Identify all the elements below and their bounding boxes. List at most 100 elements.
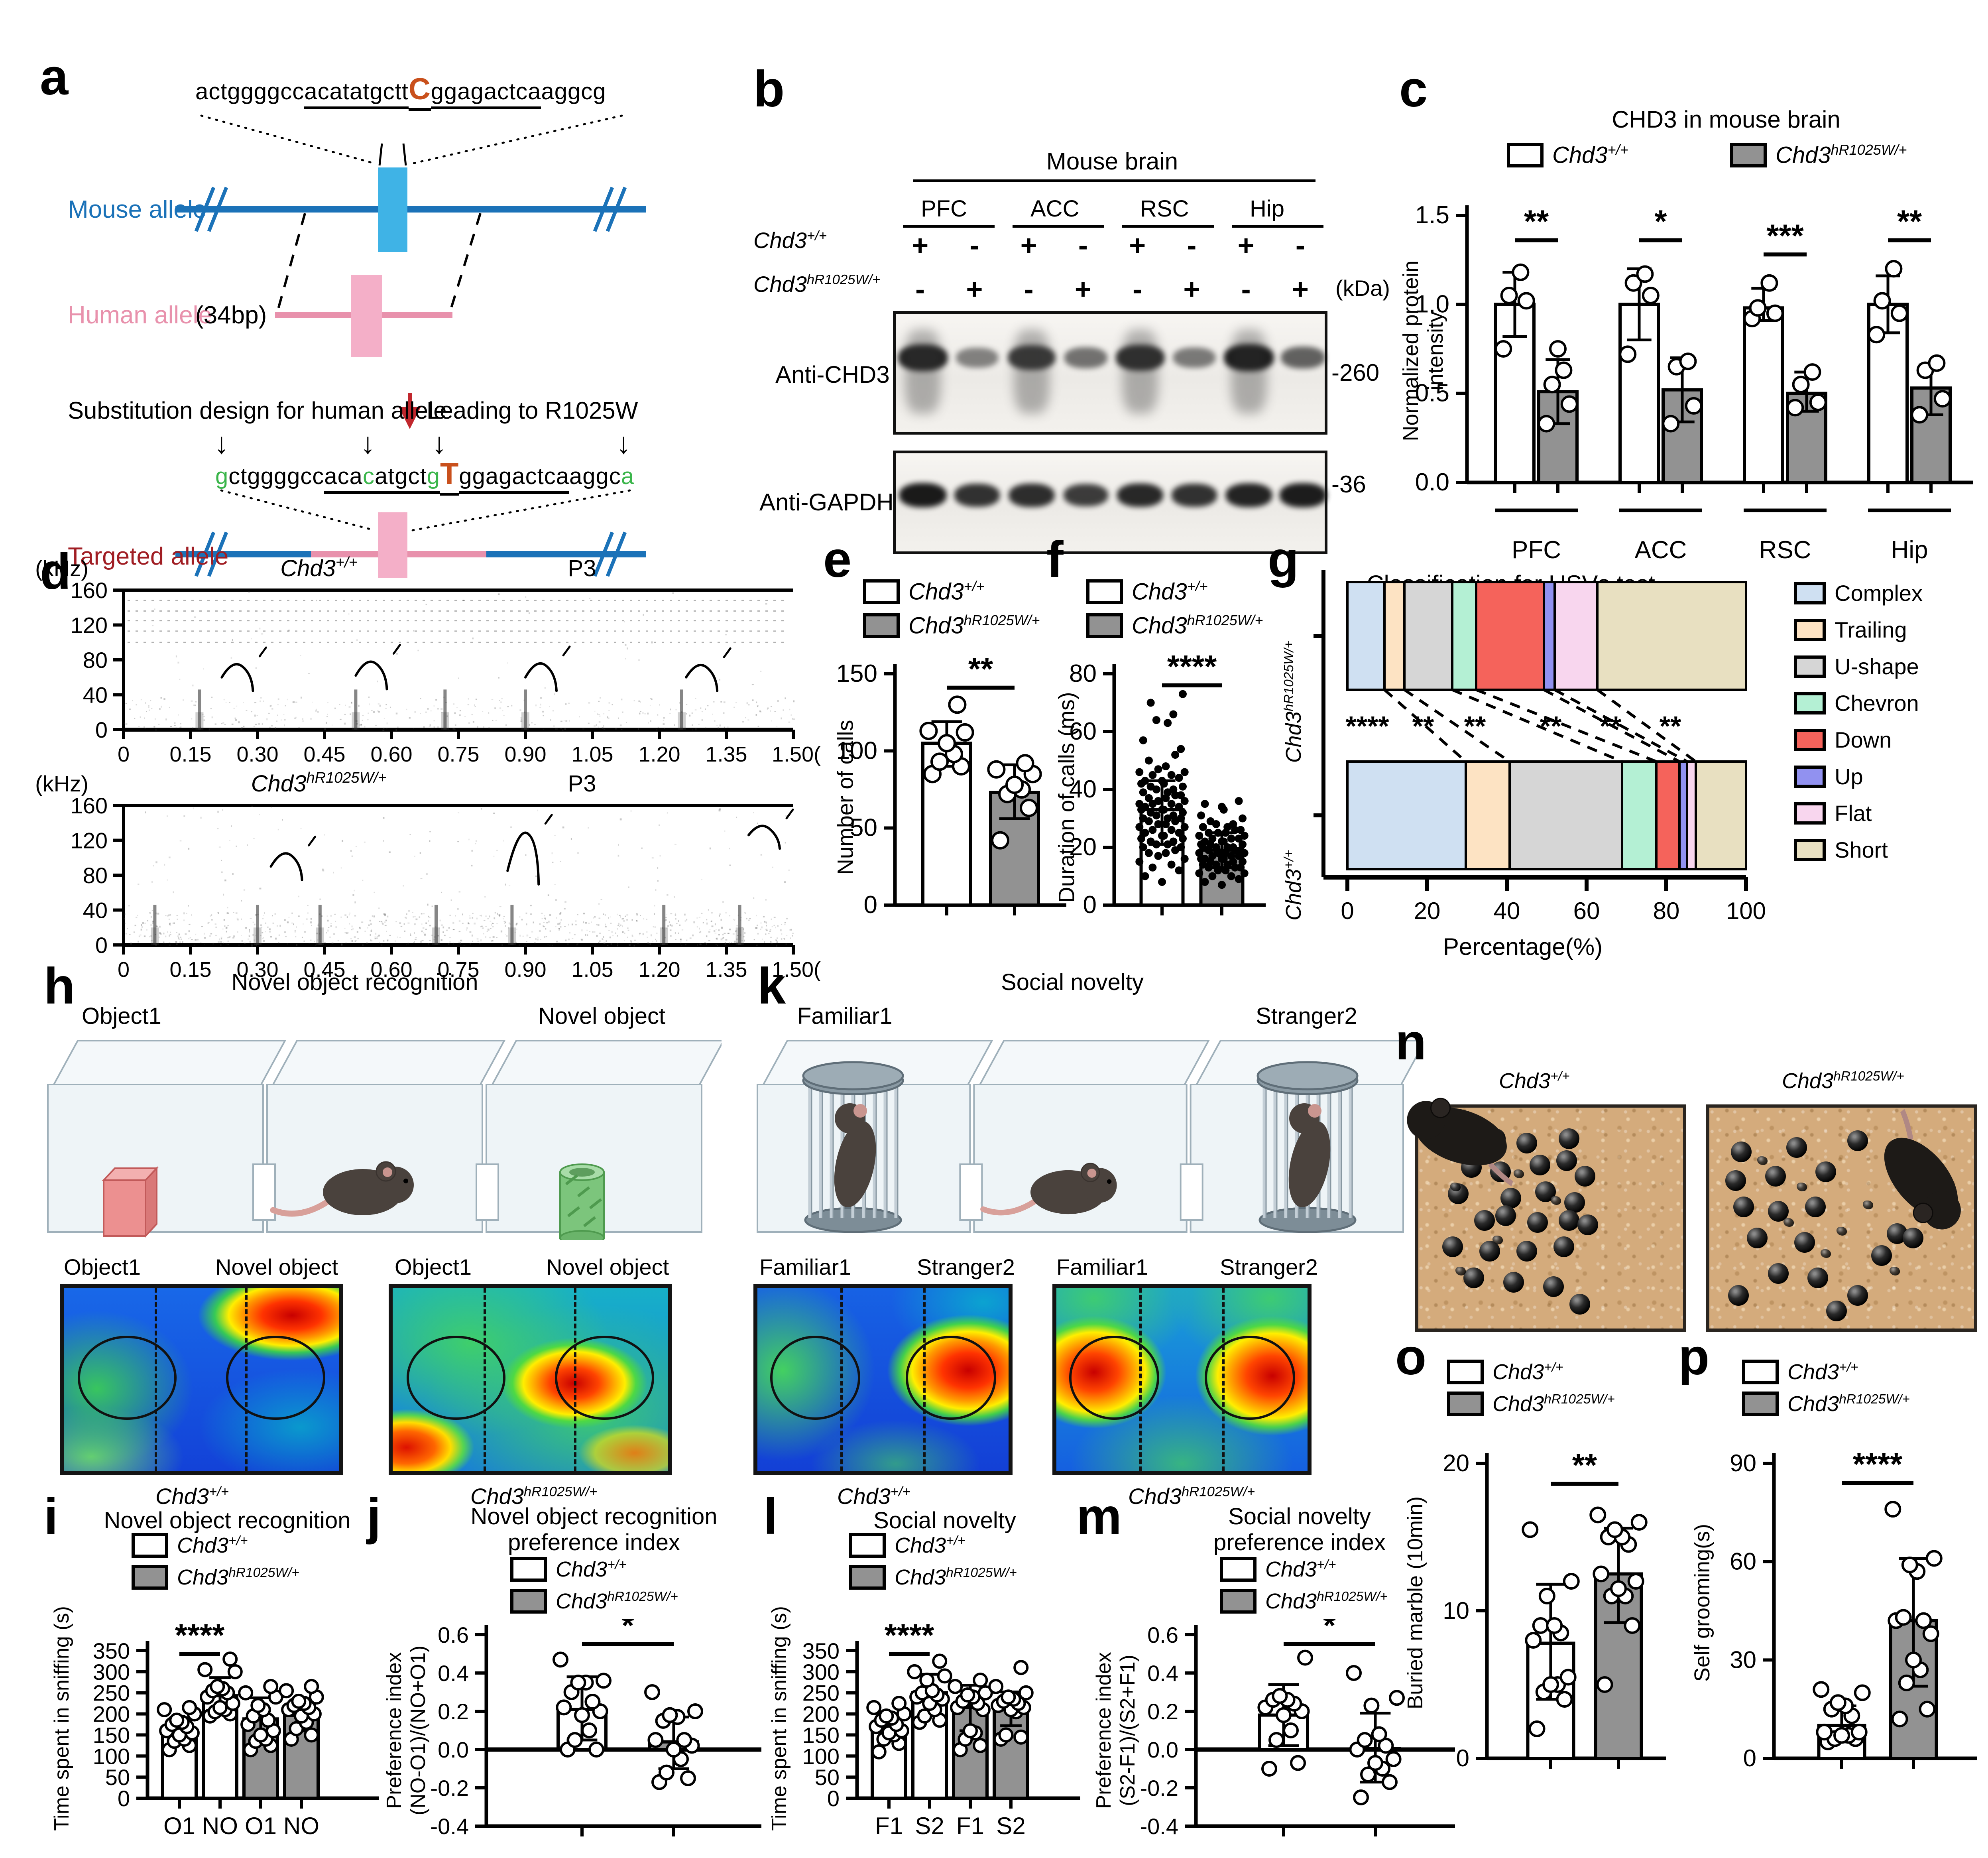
noise (588, 827, 589, 829)
noise (468, 698, 469, 700)
legend-label-wt: Chd3+/+ (908, 578, 985, 605)
noise (581, 929, 583, 931)
noise (259, 628, 261, 630)
noise (324, 728, 326, 730)
noise (306, 918, 308, 920)
noise (684, 920, 686, 922)
noise (542, 711, 544, 712)
noise (316, 600, 317, 602)
three-chamber-cage-diagram (757, 1040, 1423, 1233)
noise (407, 922, 410, 924)
noise-band (318, 905, 322, 945)
noise (296, 926, 297, 928)
noise (226, 912, 228, 915)
noise (705, 708, 706, 710)
noise (598, 701, 600, 702)
noise (140, 716, 141, 718)
noise (307, 912, 309, 914)
data-point (238, 1685, 254, 1701)
data-point (1685, 397, 1703, 415)
data-point (1005, 775, 1024, 794)
data-point (1218, 881, 1226, 889)
data-point (1197, 811, 1205, 820)
noise (420, 713, 421, 714)
noise (596, 724, 597, 726)
noise (622, 918, 624, 919)
noise (480, 926, 482, 927)
noise (499, 906, 501, 907)
sequence-targeted: gctggggccacacatgctgTggagactcaaggca (215, 457, 634, 496)
substituted-letter: g (215, 463, 229, 489)
noise (421, 923, 423, 925)
noise (626, 914, 629, 916)
marble (1746, 1227, 1768, 1248)
noise (248, 591, 250, 593)
noise (240, 728, 242, 730)
noise (756, 701, 757, 703)
noise (530, 913, 532, 915)
noise (170, 925, 171, 926)
noise (285, 705, 286, 707)
hm-label: Novel object (546, 1254, 669, 1279)
usv-call-tick (562, 646, 571, 657)
noise (254, 702, 257, 703)
noise (134, 718, 136, 719)
legend-label-mut: Chd3hR1025W/+ (908, 612, 1040, 639)
noise (555, 728, 556, 730)
noise (221, 860, 222, 861)
text-label: 20 (1069, 833, 1097, 861)
noise (476, 917, 478, 919)
text-label: O1 (163, 1813, 195, 1839)
noise (163, 933, 165, 935)
noise (483, 933, 484, 935)
noise (200, 817, 202, 819)
noise (667, 894, 669, 896)
noise (169, 944, 171, 946)
text-label: 80 (83, 648, 108, 673)
noise (734, 919, 735, 920)
text-label: **** (175, 1617, 225, 1653)
noise (765, 929, 768, 930)
heatmap-nor-wt (60, 1284, 343, 1475)
noise (300, 655, 301, 656)
text-label: 90 (1730, 1450, 1756, 1476)
heatmap-sn-wt (753, 1284, 1013, 1475)
anti-gapdh-label: Anti-GAPDH (759, 489, 894, 516)
marble (1768, 1263, 1789, 1284)
noise (598, 726, 599, 728)
noise (501, 944, 503, 946)
noise (172, 922, 175, 924)
noise (466, 929, 468, 931)
noise (481, 925, 483, 927)
noise (670, 935, 672, 937)
noise (440, 924, 443, 926)
noise (631, 935, 633, 937)
segment-Flat (1553, 581, 1599, 691)
text-label: 0.90 (504, 958, 546, 982)
noise (186, 913, 187, 914)
marble (1871, 1245, 1892, 1266)
noise (264, 912, 265, 914)
noise (235, 719, 237, 721)
genotype-wt-label: Chd3+/+ (753, 228, 827, 253)
connector (1543, 688, 1680, 763)
noise (466, 927, 468, 929)
noise (129, 709, 131, 710)
noise (639, 933, 641, 935)
noise (697, 944, 698, 946)
noise-band (738, 905, 741, 945)
data-point (1169, 837, 1178, 846)
noise (724, 942, 726, 944)
chd3-band (1173, 347, 1216, 368)
legend-label-mut: Chd3hR1025W/+ (1265, 1589, 1388, 1613)
noise (406, 709, 407, 710)
noise (771, 926, 773, 927)
noise (674, 932, 676, 934)
noise (221, 871, 223, 873)
noise (223, 894, 224, 896)
noise (474, 706, 476, 707)
buried-marble (1863, 1200, 1874, 1209)
noise (149, 912, 151, 914)
noise (568, 923, 569, 925)
noise (560, 860, 562, 862)
